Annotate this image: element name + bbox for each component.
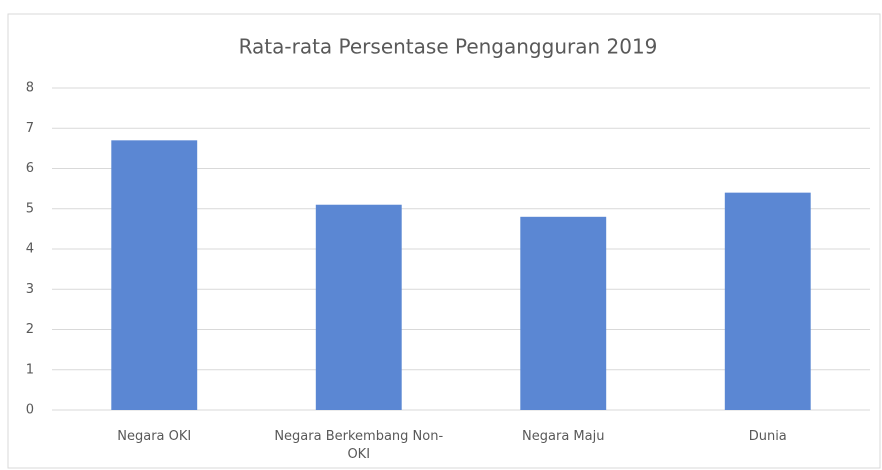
x-tick-label: Negara OKI [59,428,249,446]
x-tick-label: Negara Berkembang Non-OKI [264,428,454,464]
bar [725,193,811,410]
y-tick-label: 2 [26,322,34,337]
y-tick-label: 5 [26,201,34,216]
y-tick-label: 7 [26,121,34,136]
x-tick-label: Dunia [673,428,863,446]
page: Rata-rata Persentase Pengangguran 2019 0… [0,0,882,470]
bar [111,140,197,410]
y-tick-label: 4 [26,242,34,257]
y-tick-label: 6 [26,161,34,176]
y-tick-label: 8 [26,81,34,96]
y-tick-label: 1 [26,362,34,377]
chart: Rata-rata Persentase Pengangguran 2019 0… [0,0,882,470]
chart-title: Rata-rata Persentase Pengangguran 2019 [239,35,658,59]
bar [316,205,402,410]
bar [520,217,606,410]
x-tick-label: Negara Maju [468,428,658,446]
y-tick-label: 0 [26,403,34,418]
y-tick-label: 3 [26,282,34,297]
